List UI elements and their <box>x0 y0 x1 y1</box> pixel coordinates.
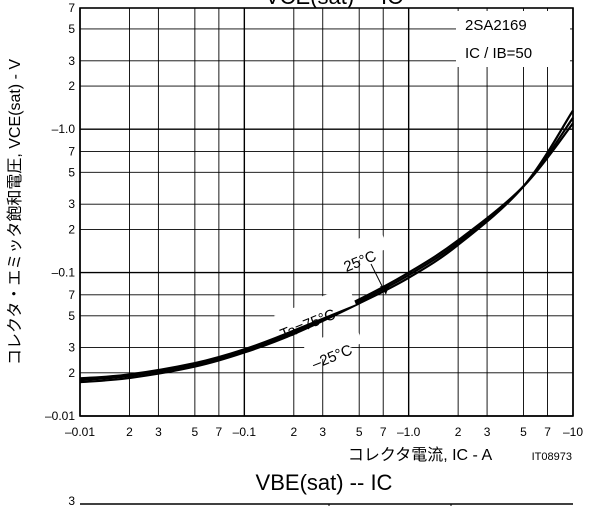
x-tick-10: –1.0 <box>397 425 421 439</box>
y-tick-10: 7 <box>68 288 75 302</box>
x-axis-label: コレクタ電流, IC - A <box>348 446 493 464</box>
x-tick-13: 5 <box>520 425 527 439</box>
x-tick-12: 3 <box>484 425 491 439</box>
x-tick-3: 5 <box>192 425 199 439</box>
y-tick-5: 7 <box>68 144 75 158</box>
x-tick-4: 7 <box>216 425 223 439</box>
x-tick-9: 7 <box>380 425 387 439</box>
x-tick-5: –0.1 <box>233 425 257 439</box>
x-tick-0: –0.01 <box>65 425 95 439</box>
x-tick-6: 2 <box>290 425 297 439</box>
condition-label: IC / IB=50 <box>465 45 532 62</box>
y-tick-8: 2 <box>68 222 75 236</box>
leader-arrow <box>380 286 389 294</box>
y-tick-4: –1.0 <box>52 122 76 136</box>
part-number: 2SA2169 <box>465 17 527 34</box>
chart-title-top: VCE(sat) -- IC <box>265 0 403 9</box>
y-tick-7: 3 <box>68 197 75 211</box>
x-tick-2: 3 <box>155 425 162 439</box>
y-tick-14: –0.01 <box>45 409 75 423</box>
legend-box <box>456 11 570 67</box>
chart2-title: VBE(sat) -- IC <box>256 470 393 495</box>
chart-code: IT08973 <box>532 451 572 463</box>
x-tick-15: –10 <box>563 425 583 439</box>
y-tick-9: –0.1 <box>52 266 76 280</box>
x-tick-labels: –0.01 2 3 5 7 –0.1 2 3 5 7 –1.0 2 3 5 7 –10 <box>65 425 583 439</box>
y-tick-6: 5 <box>68 165 75 179</box>
y-tick-3: 2 <box>68 79 75 93</box>
y-tick-1: 5 <box>68 22 75 36</box>
y-tick-labels: 7 5 3 2 –1.0 7 5 3 2 –0.1 7 5 3 2 –0.01 <box>45 1 75 423</box>
label-bg-m25 <box>303 324 363 364</box>
chart2-y-tick: 3 <box>68 494 75 506</box>
x-tick-14: 7 <box>544 425 551 439</box>
label-bg-25 <box>336 229 388 267</box>
series-line-2 <box>79 109 574 384</box>
y-axis-label: コレクタ・エミッタ飽和電圧, VCE(sat) - V <box>6 59 24 365</box>
x-tick-1: 2 <box>126 425 133 439</box>
y-tick-12: 3 <box>68 341 75 355</box>
x-tick-7: 3 <box>319 425 326 439</box>
y-tick-13: 2 <box>68 366 75 380</box>
label-bg-75 <box>274 285 356 335</box>
x-tick-11: 2 <box>455 425 462 439</box>
plot-frame <box>79 7 574 417</box>
y-tick-11: 5 <box>68 309 75 323</box>
y-tick-0: 7 <box>68 1 75 15</box>
y-tick-2: 3 <box>68 54 75 68</box>
x-tick-8: 5 <box>356 425 363 439</box>
